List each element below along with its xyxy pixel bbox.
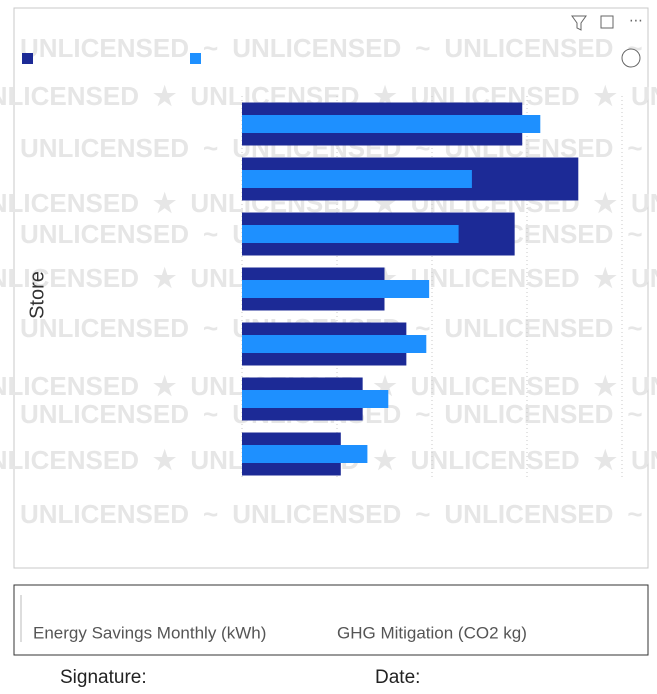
bar bbox=[242, 225, 459, 243]
watermark-word: UNLICENSED bbox=[20, 499, 189, 529]
watermark-separator: ~ bbox=[203, 133, 218, 163]
card-label: Energy Savings Monthly (kWh) bbox=[33, 623, 266, 642]
watermark-separator: ~ bbox=[203, 499, 218, 529]
watermark-separator: ~ bbox=[203, 219, 218, 249]
watermark-word: UNLICENSED bbox=[631, 263, 657, 293]
watermark-separator: ~ bbox=[203, 399, 218, 429]
watermark-separator: ~ bbox=[627, 133, 642, 163]
card-label: GHG Mitigation (CO2 kg) bbox=[337, 623, 527, 642]
legend-swatch bbox=[22, 53, 33, 64]
watermark-word: UNLICENSED bbox=[232, 33, 401, 63]
watermark-word: UNLICENSED bbox=[20, 399, 189, 429]
watermark-separator: ~ bbox=[627, 499, 642, 529]
watermark-word: UNLICENSED bbox=[20, 33, 189, 63]
watermark-separator: ★ bbox=[153, 188, 177, 218]
watermark-separator: ★ bbox=[594, 445, 618, 475]
watermark-separator: ★ bbox=[153, 81, 177, 111]
watermark-word: UNLICENSED bbox=[444, 313, 613, 343]
watermark-word: UNLICENSED bbox=[444, 33, 613, 63]
focus-icon[interactable] bbox=[600, 15, 614, 29]
bar bbox=[242, 390, 389, 408]
watermark-word: UNLICENSED bbox=[20, 219, 189, 249]
watermark-separator: ★ bbox=[153, 445, 177, 475]
signature-label: Signature: bbox=[60, 667, 147, 688]
watermark-word: UNLICENSED bbox=[631, 445, 657, 475]
watermark-separator: ~ bbox=[627, 399, 642, 429]
watermark-separator: ★ bbox=[594, 263, 618, 293]
visual-icons bbox=[571, 15, 641, 68]
watermark-separator: ~ bbox=[627, 313, 642, 343]
legend-swatch bbox=[190, 53, 201, 64]
date-label: Date: bbox=[375, 667, 420, 688]
watermark-separator: ★ bbox=[594, 371, 618, 401]
more-icon[interactable]: ⋯ bbox=[629, 13, 643, 29]
watermark-separator: ~ bbox=[203, 313, 218, 343]
watermark-word: UNLICENSED bbox=[631, 81, 657, 111]
watermark-word: UNLICENSED bbox=[20, 133, 189, 163]
bar bbox=[242, 280, 430, 298]
watermark-row: UNLICENSED~UNLICENSED~UNLICENSED~UNLICEN… bbox=[20, 499, 657, 529]
watermark-word: UNLICENSED bbox=[0, 81, 139, 111]
watermark-separator: ~ bbox=[627, 219, 642, 249]
watermark-word: UNLICENSED bbox=[444, 499, 613, 529]
bar bbox=[242, 335, 427, 353]
watermark-separator: ~ bbox=[415, 33, 430, 63]
watermark-word: UNLICENSED bbox=[0, 188, 139, 218]
watermark-separator: ★ bbox=[153, 371, 177, 401]
watermark-word: UNLICENSED bbox=[0, 445, 139, 475]
card-frame bbox=[13, 584, 649, 656]
watermark: UNLICENSED~UNLICENSED~UNLICENSED~UNLICEN… bbox=[0, 33, 657, 529]
watermark-word: UNLICENSED bbox=[20, 313, 189, 343]
plot bbox=[22, 53, 623, 480]
watermark-word: UNLICENSED bbox=[232, 499, 401, 529]
watermark-separator: ~ bbox=[415, 399, 430, 429]
watermark-word: UNLICENSED bbox=[444, 399, 613, 429]
watermark-separator: ★ bbox=[373, 445, 397, 475]
watermark-word: UNLICENSED bbox=[631, 188, 657, 218]
filter-icon[interactable] bbox=[571, 15, 587, 31]
info-icon[interactable] bbox=[621, 48, 641, 68]
watermark-word: UNLICENSED bbox=[411, 263, 580, 293]
watermark-word: UNLICENSED bbox=[0, 263, 139, 293]
watermark-word: UNLICENSED bbox=[411, 445, 580, 475]
watermark-separator: ★ bbox=[153, 263, 177, 293]
watermark-word: UNLICENSED bbox=[0, 371, 139, 401]
bar bbox=[242, 445, 368, 463]
watermark-separator: ★ bbox=[594, 81, 618, 111]
y-axis-title: Store bbox=[26, 271, 48, 319]
bar bbox=[242, 170, 472, 188]
watermark-separator: ~ bbox=[203, 33, 218, 63]
bar bbox=[242, 115, 541, 133]
watermark-word: UNLICENSED bbox=[411, 371, 580, 401]
watermark-row: UNLICENSED~UNLICENSED~UNLICENSED~UNLICEN… bbox=[20, 33, 657, 63]
watermark-separator: ★ bbox=[594, 188, 618, 218]
watermark-word: UNLICENSED bbox=[631, 371, 657, 401]
watermark-separator: ~ bbox=[627, 33, 642, 63]
watermark-separator: ~ bbox=[415, 499, 430, 529]
